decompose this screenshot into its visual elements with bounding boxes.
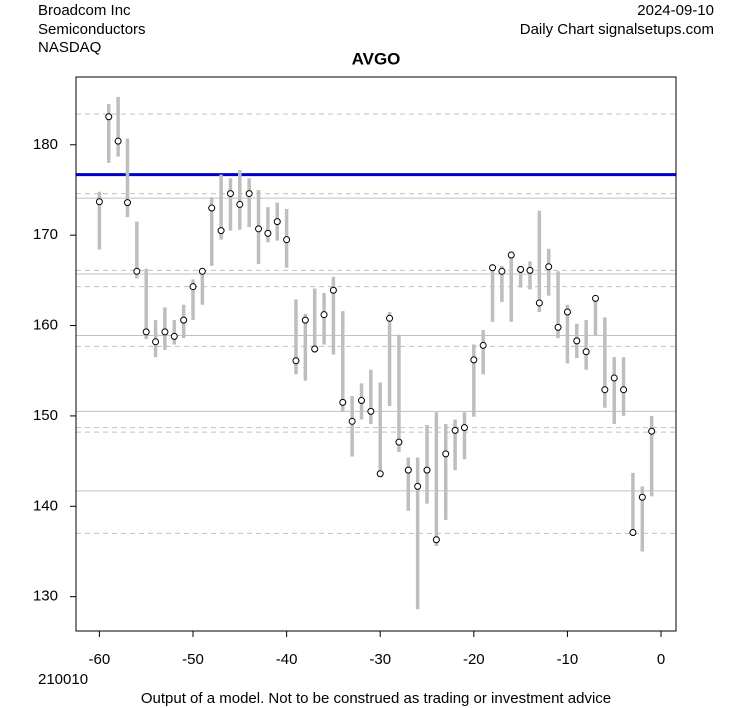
- close-point: [236, 200, 244, 208]
- close-point: [592, 294, 600, 302]
- close-point: [404, 466, 412, 474]
- close-point: [386, 314, 394, 322]
- close-point: [198, 267, 206, 275]
- y-tick-label: 130: [33, 588, 58, 605]
- close-point: [489, 264, 497, 272]
- close-point: [601, 386, 609, 394]
- close-point: [432, 536, 440, 544]
- date: 2024-09-10: [637, 2, 714, 19]
- company: Broadcom Inc: [38, 2, 131, 19]
- close-point: [152, 338, 160, 346]
- close-point: [554, 323, 562, 331]
- sector: Semiconductors: [38, 21, 146, 38]
- code: 210010: [38, 671, 88, 688]
- close-point: [629, 528, 637, 536]
- close-point: [582, 348, 590, 356]
- close-point: [395, 438, 403, 446]
- close-point: [545, 263, 553, 271]
- close-point: [170, 332, 178, 340]
- close-point: [479, 341, 487, 349]
- close-point: [451, 426, 459, 434]
- close-point: [563, 308, 571, 316]
- close-point: [180, 316, 188, 324]
- chart-title: AVGO: [352, 49, 401, 68]
- close-point: [189, 283, 197, 291]
- close-point: [226, 190, 234, 198]
- x-tick-label: -60: [89, 651, 111, 668]
- x-tick-label: -20: [463, 651, 485, 668]
- plot-frame: [75, 76, 677, 632]
- close-point: [517, 265, 525, 273]
- exchange: NASDAQ: [38, 39, 101, 56]
- close-point: [339, 398, 347, 406]
- close-point: [273, 218, 281, 226]
- y-tick-label: 150: [33, 407, 58, 424]
- disclaimer: Output of a model. Not to be construed a…: [141, 690, 611, 707]
- close-point: [217, 227, 225, 235]
- close-point: [320, 311, 328, 319]
- close-point: [414, 482, 422, 490]
- source: Daily Chart signalsetups.com: [520, 21, 714, 38]
- close-point: [470, 356, 478, 364]
- close-point: [142, 328, 150, 336]
- close-point: [620, 386, 628, 394]
- x-tick-label: -40: [276, 651, 298, 668]
- close-point: [638, 493, 646, 501]
- close-point: [648, 427, 656, 435]
- close-point: [292, 357, 300, 365]
- close-point: [161, 328, 169, 336]
- close-point: [311, 345, 319, 353]
- close-point: [376, 470, 384, 478]
- x-tick-label: -50: [182, 651, 204, 668]
- close-point: [208, 204, 216, 212]
- close-point: [535, 299, 543, 307]
- close-point: [114, 137, 122, 145]
- y-tick-label: 180: [33, 136, 58, 153]
- x-tick-label: -10: [557, 651, 579, 668]
- close-point: [283, 236, 291, 244]
- y-tick-label: 160: [33, 317, 58, 334]
- close-point: [498, 267, 506, 275]
- close-point: [573, 337, 581, 345]
- x-tick-label: 0: [657, 651, 665, 668]
- close-point: [423, 466, 431, 474]
- y-tick-label: 170: [33, 226, 58, 243]
- close-point: [245, 190, 253, 198]
- close-point: [301, 316, 309, 324]
- close-point: [348, 417, 356, 425]
- close-point: [133, 267, 141, 275]
- close-point: [105, 113, 113, 121]
- close-point: [264, 229, 272, 237]
- x-tick-label: -30: [369, 651, 391, 668]
- y-tick-label: 140: [33, 497, 58, 514]
- close-point: [123, 199, 131, 207]
- close-point: [357, 397, 365, 405]
- close-point: [255, 225, 263, 233]
- close-point: [329, 286, 337, 294]
- close-point: [526, 266, 534, 274]
- close-point: [442, 450, 450, 458]
- close-point: [95, 198, 103, 206]
- close-point: [610, 374, 618, 382]
- close-point: [367, 407, 375, 415]
- close-point: [507, 251, 515, 259]
- close-point: [460, 424, 468, 432]
